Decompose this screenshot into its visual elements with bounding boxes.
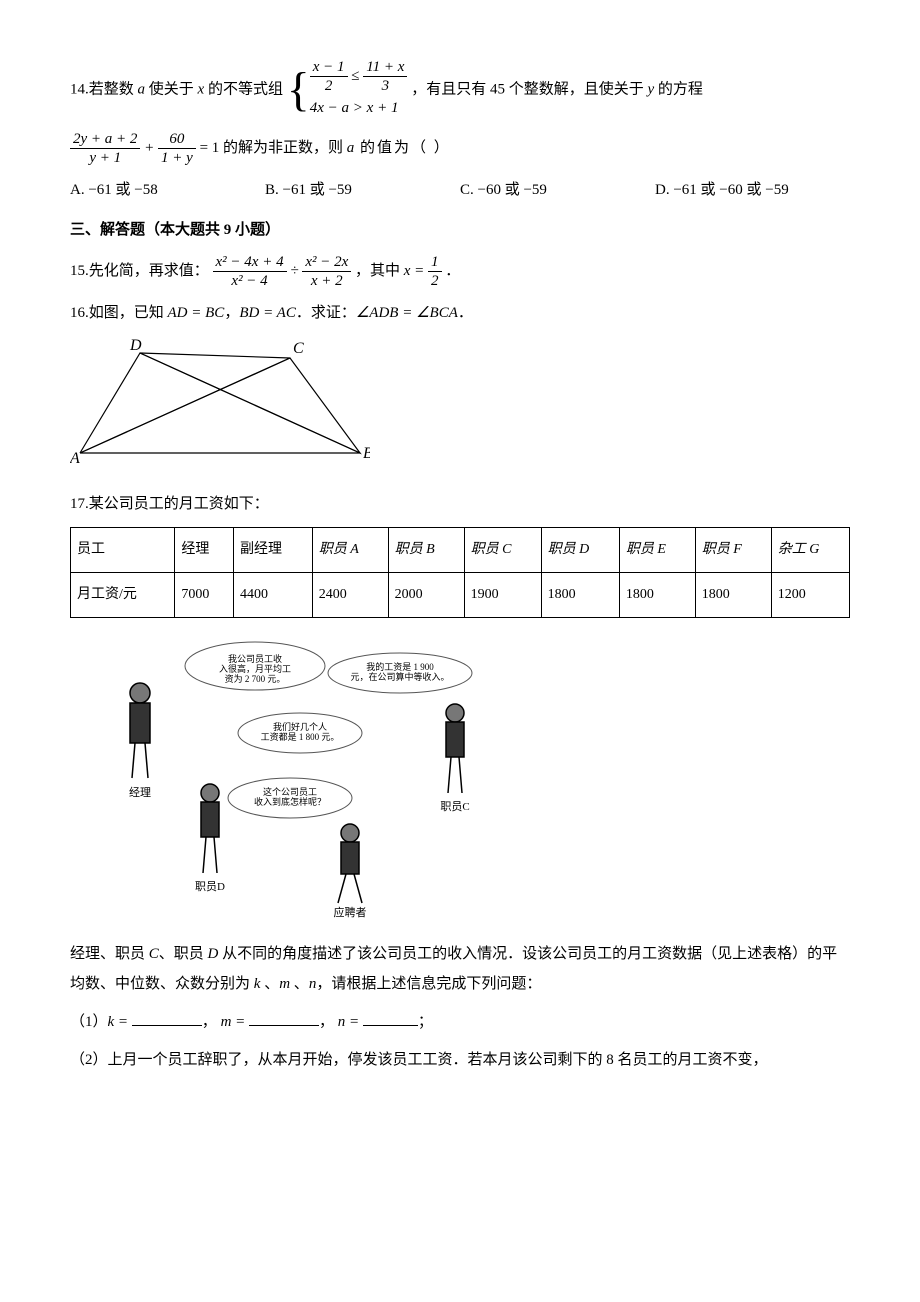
cartoon-bubble-1: 我公司员工收入很高，月平均工资为 2 700 元。: [219, 653, 291, 684]
q14-opt-d: D. −61 或 −60 或 −59: [655, 175, 850, 205]
q17-cartoon: 我公司员工收入很高，月平均工资为 2 700 元。 我的工资是 1 900元，在…: [100, 638, 850, 929]
q16-num: 16.: [70, 305, 89, 321]
blank-k: [132, 1010, 202, 1026]
q14-options: A. −61 或 −58 B. −61 或 −59 C. −60 或 −59 D…: [70, 175, 850, 205]
question-15: 15.先化简，再求值： x² − 4x + 4x² − 4 ÷ x² − 2xx…: [70, 253, 850, 290]
q17-sub2: （2）上月一个员工辞职了，从本月开始，停发该员工工资．若本月该公司剩下的 8 名…: [70, 1045, 850, 1075]
table-header-row: 员工 经理 副经理 职员 A 职员 B 职员 C 职员 D 职员 E 职员 F …: [71, 528, 850, 573]
q14-opt-c: C. −60 或 −59: [460, 175, 655, 205]
question-14: 14.若整数 a 使关于 x 的不等式组 { x − 12 ≤ 11 + x3 …: [70, 58, 850, 122]
svg-text:B: B: [363, 445, 370, 462]
q14-equation-2: 2y + a + 2y + 1 + 601 + y = 1 的解为非正数，则 a…: [70, 130, 850, 167]
question-16: 16.如图，已知 AD = BC，BD = AC．求证：∠ADB = ∠BCA．: [70, 298, 850, 328]
blank-n: [363, 1010, 418, 1026]
svg-text:经理: 经理: [129, 786, 151, 799]
q14-system: { x − 12 ≤ 11 + x3 4x − a > x + 1: [287, 58, 408, 122]
q17-salary-table: 员工 经理 副经理 职员 A 职员 B 职员 C 职员 D 职员 E 职员 F …: [70, 527, 850, 618]
table-data-row: 月工资/元 7000 4400 2400 2000 1900 1800 1800…: [71, 573, 850, 618]
svg-text:应聘者: 应聘者: [334, 905, 367, 918]
svg-text:D: D: [129, 338, 142, 354]
q14-opt-a: A. −61 或 −58: [70, 175, 265, 205]
blank-m: [249, 1010, 319, 1026]
q17-num: 17.: [70, 496, 89, 512]
q14-opt-b: B. −61 或 −59: [265, 175, 460, 205]
question-17: 17.某公司员工的月工资如下：: [70, 489, 850, 519]
q17-paragraph: 经理、职员 C、职员 D 从不同的角度描述了该公司员工的收入情况．设该公司员工的…: [70, 939, 850, 999]
svg-text:职员C: 职员C: [440, 800, 469, 813]
q16-figure: A B C D: [70, 338, 850, 479]
svg-text:职员D: 职员D: [195, 880, 225, 893]
q17-sub1: （1）k = ， m = ， n = ；: [70, 1007, 850, 1037]
section-3-heading: 三、解答题（本大题共 9 小题）: [70, 215, 850, 245]
svg-text:A: A: [70, 450, 80, 467]
q14-num: 14.: [70, 81, 89, 97]
q15-num: 15.: [70, 263, 89, 279]
svg-text:C: C: [293, 340, 304, 357]
cartoon-bubble-4: 这个公司员工收入到底怎样呢？: [254, 786, 326, 807]
